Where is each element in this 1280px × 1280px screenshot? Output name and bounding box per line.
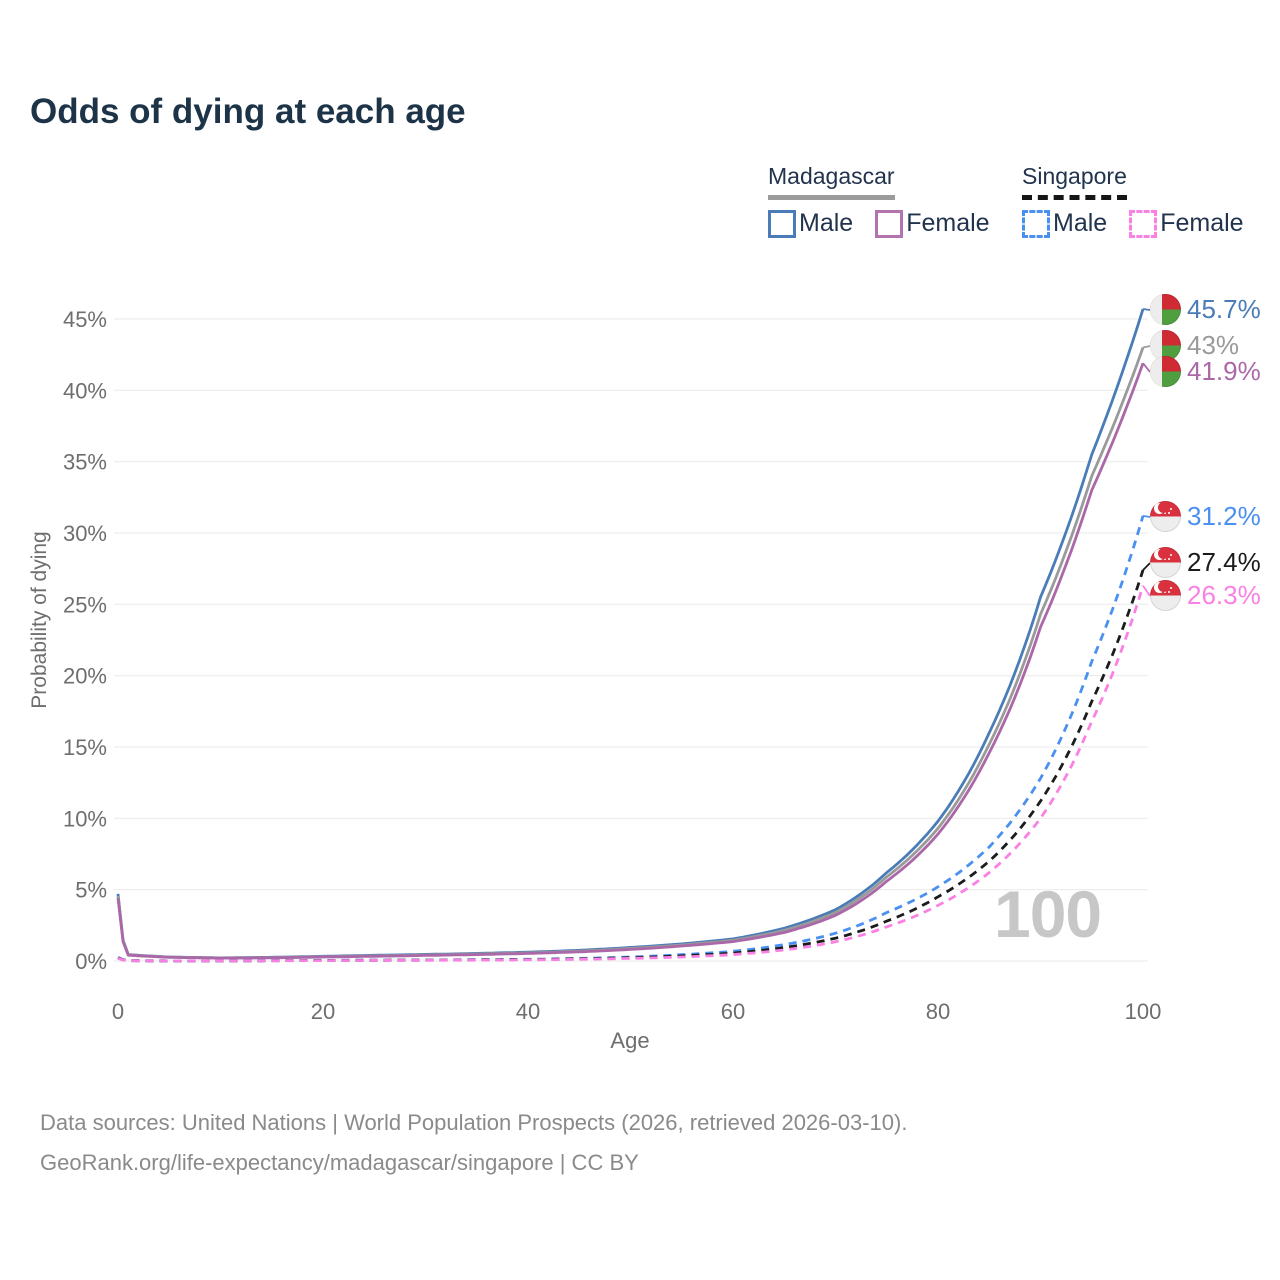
series-line-singapore-female: [117, 585, 1145, 963]
legend-group-title-singapore[interactable]: Singapore: [1022, 163, 1127, 200]
series-end-value: 26.3%: [1187, 580, 1261, 610]
footer-data-sources: Data sources: United Nations | World Pop…: [40, 1110, 908, 1135]
x-tick-label: 0: [112, 999, 124, 1024]
legend-item-singapore-male[interactable]: Male: [1022, 209, 1107, 238]
series-end-value: 41.9%: [1187, 356, 1261, 386]
series-end-label-singapore[interactable]: 27.4%: [1150, 547, 1261, 578]
singapore-flag-icon: [1150, 501, 1181, 532]
legend-swatch-madagascar-male[interactable]: [768, 209, 796, 238]
chart-title: Odds of dying at each age: [30, 92, 466, 131]
x-tick-label: 80: [926, 999, 950, 1024]
series-leader-madagascar-male: [1142, 308, 1151, 311]
y-tick-label: 5%: [75, 878, 107, 903]
x-tick-label: 100: [1125, 999, 1162, 1024]
madagascar-flag-icon: [1150, 356, 1181, 387]
legend-swatch-madagascar-female[interactable]: [875, 209, 904, 238]
madagascar-flag-icon: [1150, 330, 1181, 361]
series-line-madagascar-male: [116, 308, 1145, 960]
legend-label-madagascar-female: Female: [906, 209, 990, 237]
series-end-value: 45.7%: [1187, 294, 1261, 324]
y-tick-label: 20%: [63, 664, 107, 689]
legend-item-madagascar-female[interactable]: Female: [875, 209, 990, 238]
singapore-stars-icon: [1166, 585, 1168, 587]
legend-swatch-singapore-male[interactable]: [1022, 209, 1050, 238]
y-axis-title: Probability of dying: [28, 531, 51, 708]
x-tick-label: 60: [721, 999, 745, 1024]
age-watermark: 100: [994, 877, 1102, 951]
madagascar-flag-icon: [1150, 294, 1181, 325]
y-tick-label: 10%: [63, 806, 107, 831]
legend-label-madagascar-male: Male: [799, 209, 854, 237]
legend-swatch-singapore-female[interactable]: [1129, 209, 1158, 238]
series-end-value: 27.4%: [1187, 547, 1261, 577]
legend-group-title-madagascar[interactable]: Madagascar: [768, 163, 895, 200]
series-end-label-madagascar[interactable]: 43%: [1150, 330, 1239, 361]
series-leader-madagascar-female: [1142, 362, 1151, 373]
y-tick-label: 25%: [63, 592, 107, 617]
series-end-value: 43%: [1187, 330, 1240, 360]
legend-label-singapore-male: Male: [1053, 209, 1108, 237]
y-tick-label: 15%: [63, 735, 107, 760]
series-leader-singapore-female: [1142, 585, 1151, 597]
singapore-flag-icon: [1150, 580, 1181, 611]
legend-group-singapore: Singapore Male Female: [1022, 163, 1244, 238]
singapore-stars-icon: [1166, 552, 1168, 554]
legend-label-singapore-female: Female: [1160, 209, 1244, 237]
series-line-madagascar: [116, 347, 1145, 960]
singapore-stars-icon: [1166, 506, 1168, 508]
series-leader-madagascar: [1142, 345, 1151, 349]
x-tick-label: 40: [516, 999, 540, 1024]
singapore-flag-icon: [1150, 547, 1181, 578]
legend-items-singapore: Male Female: [1022, 209, 1244, 238]
series-line-singapore: [117, 569, 1145, 963]
y-tick-label: 30%: [63, 521, 107, 546]
legend-items-madagascar: Male Female: [768, 209, 990, 238]
legend-group-madagascar: Madagascar Male Female: [768, 163, 990, 238]
series-end-label-singapore-male[interactable]: 31.2%: [1150, 501, 1261, 532]
series-line-madagascar-female: [116, 362, 1145, 960]
series-end-label-madagascar-male[interactable]: 45.7%: [1150, 294, 1261, 325]
y-tick-label: 45%: [63, 307, 107, 332]
series-end-label-singapore-female[interactable]: 26.3%: [1150, 580, 1261, 611]
y-tick-label: 0%: [75, 949, 107, 974]
series-leader-singapore-male: [1142, 515, 1151, 518]
y-tick-label: 35%: [63, 450, 107, 475]
x-axis-title: Age: [610, 1028, 649, 1053]
legend-item-madagascar-male[interactable]: Male: [768, 209, 853, 238]
series-end-value: 31.2%: [1187, 501, 1261, 531]
legend-item-singapore-female[interactable]: Female: [1129, 209, 1244, 238]
footer-attribution[interactable]: GeoRank.org/life-expectancy/madagascar/s…: [40, 1150, 639, 1175]
series-end-label-madagascar-female[interactable]: 41.9%: [1150, 356, 1261, 387]
series-line-singapore-male: [117, 515, 1145, 963]
x-tick-label: 20: [311, 999, 335, 1024]
series-leader-singapore: [1142, 562, 1151, 571]
y-tick-label: 40%: [63, 378, 107, 403]
